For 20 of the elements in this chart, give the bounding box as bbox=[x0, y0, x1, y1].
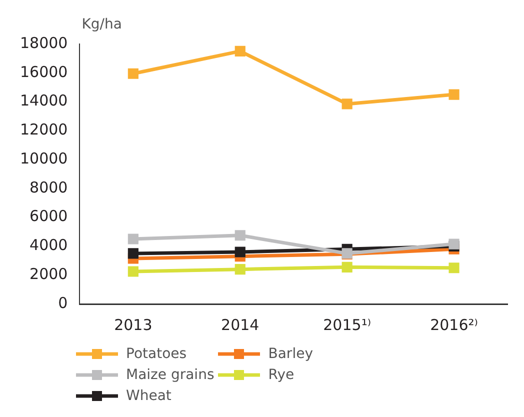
y-tick-label: 8000 bbox=[30, 178, 68, 196]
y-tick-label: 4000 bbox=[30, 236, 68, 254]
y-tick-label: 12000 bbox=[20, 120, 68, 139]
y-tick-label: 14000 bbox=[20, 92, 68, 110]
x-tick-label: 2014 bbox=[221, 316, 260, 334]
legend-label: Potatoes bbox=[126, 346, 187, 362]
legend-label: Rye bbox=[268, 366, 294, 382]
y-tick-label: 6000 bbox=[30, 207, 68, 226]
y-tick-label: 10000 bbox=[20, 149, 68, 168]
y-tick-label: 0 bbox=[58, 294, 68, 312]
x-tick-label: 2013 bbox=[114, 316, 152, 334]
y-tick-label: 16000 bbox=[20, 62, 68, 81]
legend-label: Maize grains bbox=[126, 366, 214, 382]
x-tick-label: 2016²⁾ bbox=[430, 316, 478, 334]
y-axis-title: Kg/ha bbox=[82, 16, 122, 33]
y-tick-label: 2000 bbox=[30, 265, 68, 283]
y-tick-label: 18000 bbox=[20, 34, 68, 52]
legend-label: Barley bbox=[268, 346, 313, 362]
legend-label: Wheat bbox=[126, 388, 172, 404]
x-tick-label: 2015¹⁾ bbox=[323, 316, 372, 334]
